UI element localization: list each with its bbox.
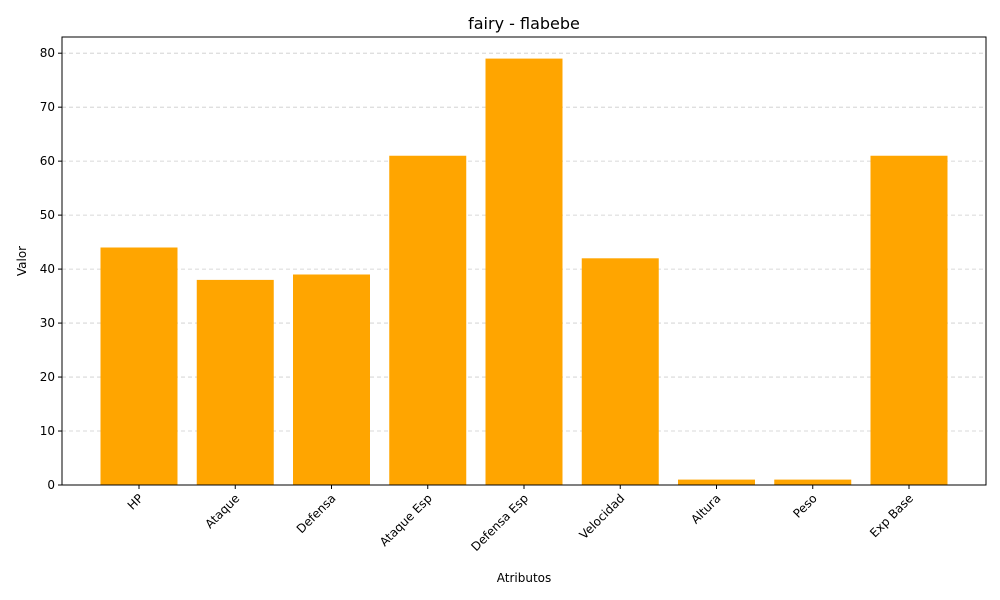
bar-altura [678, 479, 755, 485]
x-tick-label-ataque: Ataque [202, 491, 242, 531]
y-tick-label-30: 30 [40, 316, 55, 330]
bar-exp-base [870, 155, 948, 485]
bar-hp [100, 247, 178, 485]
bar-defensa [293, 274, 370, 485]
x-axis-label: Atributos [497, 571, 552, 585]
x-tick-label-velocidad: Velocidad [577, 491, 628, 542]
x-ticks: HP Ataque Defensa Ataque Esp Defensa Esp Velo… [125, 485, 916, 554]
y-tick-label-60: 60 [40, 154, 55, 168]
x-tick-label-defensa-esp: Defensa Esp [468, 491, 531, 554]
bars [100, 58, 948, 485]
y-tick-label-50: 50 [40, 208, 55, 222]
bar-ataque [196, 279, 274, 485]
y-tick-label-20: 20 [40, 370, 55, 384]
x-tick-label-defensa: Defensa [294, 491, 339, 536]
y-tick-label-10: 10 [40, 424, 55, 438]
x-tick-label-altura: Altura [688, 491, 723, 526]
bar-velocidad [581, 258, 659, 485]
y-tick-label-0: 0 [47, 478, 55, 492]
x-tick-label-exp-base: Exp Base [867, 491, 916, 540]
x-tick-label-peso: Peso [790, 491, 820, 521]
y-axis-label: Valor [15, 246, 29, 276]
y-tick-label-80: 80 [40, 46, 55, 60]
y-ticks: 0 10 20 30 40 50 60 70 80 [40, 46, 62, 492]
bar-defensa-esp [485, 58, 563, 485]
y-tick-label-40: 40 [40, 262, 55, 276]
x-tick-label-hp: HP [125, 491, 146, 512]
bar-ataque-esp [389, 155, 467, 485]
y-tick-label-70: 70 [40, 100, 55, 114]
chart-title: fairy - flabebe [468, 14, 580, 33]
x-tick-label-ataque-esp: Ataque Esp [377, 491, 435, 549]
bar-peso [774, 479, 852, 485]
